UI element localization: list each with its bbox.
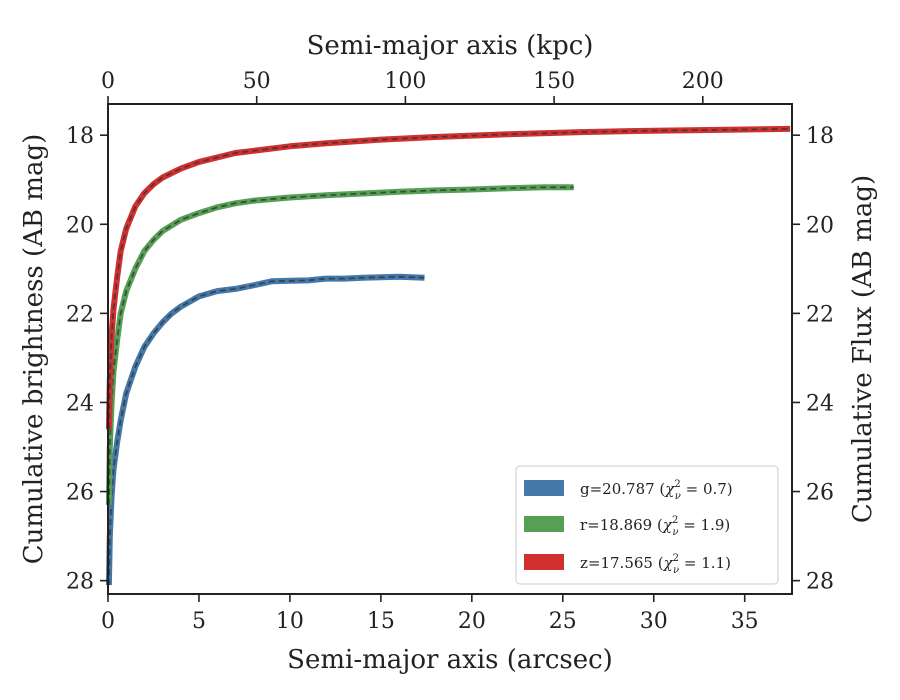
y-tick-label: 20: [66, 213, 94, 238]
legend-label-r: r=18.869 (χ2 ν = 1.9): [580, 515, 730, 538]
legend-swatch-z: [524, 554, 564, 570]
top-x-tick-label: 50: [243, 69, 271, 94]
curves-layer: [105, 125, 791, 586]
x-tick-label: 5: [192, 609, 206, 634]
legend-label-g-main: g=20.787 (: [580, 480, 665, 498]
right-y-ticks: 18 20 22 24 26 28: [792, 124, 834, 595]
plot-frame: [107, 103, 793, 595]
legend-swatch-g: [524, 480, 564, 496]
series-model-line-0: [108, 275, 425, 586]
series-model-line-1: [108, 186, 574, 505]
top-x-tick-label: 0: [101, 69, 115, 94]
right-y-tick-label: 24: [806, 391, 834, 416]
y-axis-label: Cumulative brightness (AB mag): [19, 134, 49, 565]
top-x-tick-label: 150: [533, 69, 575, 94]
top-x-ticks: 0 50 100 150 200: [101, 69, 724, 104]
x-tick-label: 35: [731, 609, 759, 634]
right-y-tick-label: 20: [806, 213, 834, 238]
bottom-x-ticks: 0 5 10 15 20 25 30 35: [101, 594, 759, 634]
series-line-1: [105, 184, 574, 505]
y-tick-label: 24: [66, 391, 94, 416]
x-tick-label: 15: [367, 609, 395, 634]
series-line-2: [105, 125, 791, 430]
y-tick-label: 28: [66, 570, 94, 595]
series-line-0: [105, 273, 425, 586]
top-x-tick-label: 100: [384, 69, 426, 94]
right-y-tick-label: 22: [806, 302, 834, 327]
top-x-axis-label: Semi-major axis (kpc): [307, 31, 594, 61]
x-tick-label: 0: [101, 609, 115, 634]
x-tick-label: 30: [640, 609, 668, 634]
y-tick-label: 18: [66, 124, 94, 149]
y-tick-label: 22: [66, 302, 94, 327]
right-y-tick-label: 18: [806, 124, 834, 149]
x-tick-label: 20: [458, 609, 486, 634]
series-model-line-2: [108, 128, 791, 430]
y-tick-label: 26: [66, 481, 94, 506]
x-tick-label: 10: [276, 609, 304, 634]
right-y-axis-label: Cumulative Flux (AB mag): [848, 175, 878, 523]
top-x-tick-label: 200: [682, 69, 724, 94]
right-y-tick-label: 26: [806, 481, 834, 506]
x-tick-label: 25: [549, 609, 577, 634]
right-y-tick-label: 28: [806, 570, 834, 595]
legend-label-r-main: r=18.869 (: [580, 516, 663, 534]
legend-swatch-r: [524, 516, 564, 532]
legend-box: [515, 465, 779, 585]
legend: g=20.787 (χ2 ν = 0.7) r=18.869 (χ2 ν = 1.9…: [515, 465, 779, 585]
legend-label-z: z=17.565 (χ2 ν = 1.1): [580, 553, 731, 576]
x-axis-label: Semi-major axis (arcsec): [287, 645, 613, 675]
left-y-ticks: 18 20 22 24 26 28: [66, 124, 108, 595]
legend-label-z-main: z=17.565 (: [580, 554, 664, 572]
legend-label-g: g=20.787 (χ2 ν = 0.7): [580, 479, 733, 502]
